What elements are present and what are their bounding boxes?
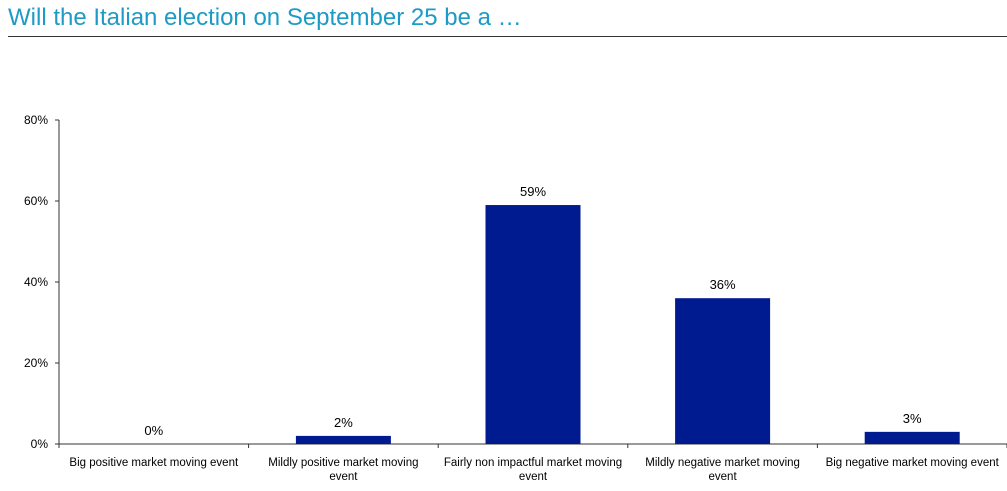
bar-3 xyxy=(485,205,581,444)
data-label-5: 3% xyxy=(903,411,922,426)
data-label-2: 2% xyxy=(334,415,353,430)
data-label-4: 36% xyxy=(710,277,736,292)
category-label-line: Mildly positive market moving xyxy=(268,457,418,469)
category-label-2: Mildly positive market moving event xyxy=(268,457,418,483)
y-tick-label: 40% xyxy=(24,275,48,289)
category-label-line: Mildly negative market moving xyxy=(645,457,800,469)
y-tick-label: 60% xyxy=(24,194,48,208)
category-label-5: Big negative market moving event xyxy=(826,457,1000,469)
category-label-1: Big positive market moving event xyxy=(69,457,239,469)
bar-4 xyxy=(675,298,771,444)
category-label-3: Fairly non impactful market moving event xyxy=(444,457,622,483)
category-label-line: Big positive market moving event xyxy=(69,457,239,469)
bar-5 xyxy=(864,431,960,444)
title-divider xyxy=(8,36,1007,37)
chart-title: Will the Italian election on September 2… xyxy=(8,4,522,31)
category-label-line: Fairly non impactful market moving xyxy=(444,457,622,469)
data-label-3: 59% xyxy=(520,184,546,199)
y-tick-label: 80% xyxy=(24,113,48,127)
bar-2 xyxy=(295,435,391,444)
category-label-line: event xyxy=(709,471,738,483)
category-label-line: Big negative market moving event xyxy=(826,457,1000,469)
category-label-line: event xyxy=(329,471,358,483)
category-label-4: Mildly negative market moving event xyxy=(645,457,800,483)
data-label-1: 0% xyxy=(144,423,163,438)
y-tick-label: 20% xyxy=(24,356,48,370)
y-tick-label: 0% xyxy=(31,437,49,451)
category-label-line: event xyxy=(519,471,548,483)
